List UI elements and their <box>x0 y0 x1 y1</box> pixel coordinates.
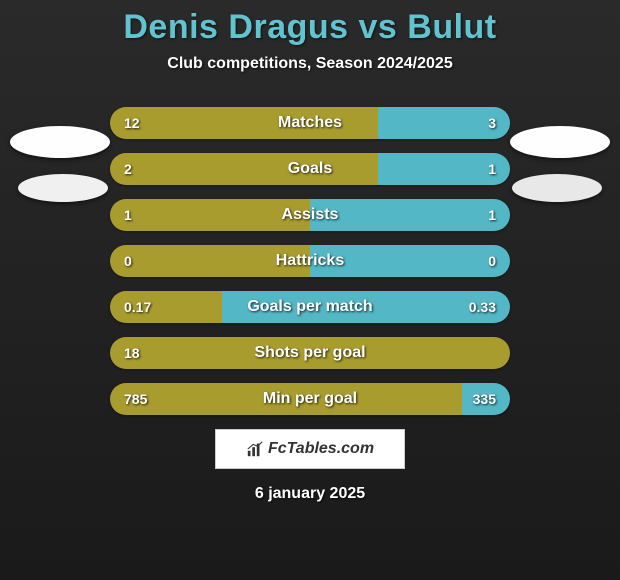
stat-bar: Min per goal785335 <box>110 383 510 415</box>
stat-bar: Matches123 <box>110 107 510 139</box>
stat-bar: Hattricks00 <box>110 245 510 277</box>
stat-bar-right-seg <box>378 107 510 139</box>
stat-bar-left-seg <box>110 245 310 277</box>
stat-bar-left-seg <box>110 199 310 231</box>
chart-icon <box>246 440 264 458</box>
stat-bar-right-seg <box>462 383 510 415</box>
comparison-card: Denis Dragus vs Bulut Club competitions,… <box>0 0 620 580</box>
stat-bar: Goals per match0.170.33 <box>110 291 510 323</box>
stat-bar-left-seg <box>110 107 378 139</box>
stat-bar-right-seg <box>378 153 510 185</box>
page-subtitle: Club competitions, Season 2024/2025 <box>0 55 620 73</box>
source-logo-text: FcTables.com <box>268 440 374 458</box>
player1-avatar-placeholder <box>10 126 110 158</box>
stat-bar-right-seg <box>310 199 510 231</box>
player2-avatar-placeholder <box>510 126 610 158</box>
stat-bar-right-seg <box>310 245 510 277</box>
player1-club-placeholder <box>18 174 108 202</box>
stats-bars: Matches123 Goals21 Assists11 Hattricks00 Goa… <box>110 107 510 415</box>
stat-bar-left-seg <box>110 337 510 369</box>
stat-bar: Shots per goal18 <box>110 337 510 369</box>
stat-bar: Assists11 <box>110 199 510 231</box>
stat-bar-left-seg <box>110 383 462 415</box>
stat-bar-left-seg <box>110 153 378 185</box>
player2-club-placeholder <box>512 174 602 202</box>
page-title: Denis Dragus vs Bulut <box>0 8 620 47</box>
source-logo: FcTables.com <box>215 429 405 469</box>
footer-date: 6 january 2025 <box>0 485 620 503</box>
stat-bar: Goals21 <box>110 153 510 185</box>
stat-bar-right-seg <box>222 291 510 323</box>
stat-bar-left-seg <box>110 291 222 323</box>
